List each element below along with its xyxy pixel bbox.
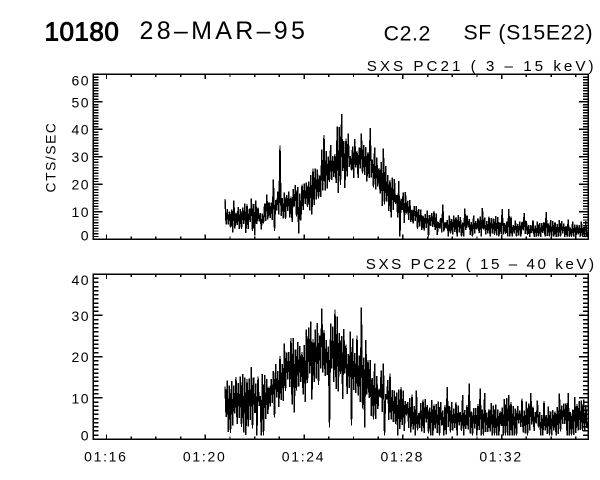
svg-text:01:16: 01:16 [84, 449, 128, 465]
svg-text:10180: 10180 [45, 17, 120, 47]
svg-text:20: 20 [72, 177, 90, 193]
svg-text:40: 40 [72, 272, 90, 288]
svg-text:C2.2: C2.2 [384, 22, 431, 46]
svg-text:SF (S15E22): SF (S15E22) [464, 21, 594, 45]
svg-text:10: 10 [72, 390, 90, 406]
svg-text:01:24: 01:24 [282, 449, 326, 465]
svg-text:30: 30 [72, 149, 90, 165]
svg-text:20: 20 [72, 349, 90, 365]
svg-text:28–MAR–95: 28–MAR–95 [140, 17, 309, 45]
svg-text:0: 0 [81, 427, 90, 443]
svg-text:0: 0 [81, 227, 90, 243]
svg-text:01:28: 01:28 [381, 449, 425, 465]
svg-text:01:32: 01:32 [479, 449, 523, 465]
svg-text:40: 40 [72, 122, 90, 138]
svg-text:01:20: 01:20 [183, 449, 227, 465]
svg-text:10: 10 [72, 204, 90, 220]
svg-text:SXS PC22 ( 15 – 40 keV): SXS PC22 ( 15 – 40 keV) [366, 256, 597, 273]
svg-text:CTS/SEC: CTS/SEC [44, 122, 59, 193]
svg-text:50: 50 [72, 94, 90, 110]
svg-text:SXS PC21 ( 3 – 15 keV): SXS PC21 ( 3 – 15 keV) [367, 58, 597, 75]
svg-text:60: 60 [72, 72, 90, 88]
svg-text:30: 30 [72, 308, 90, 324]
